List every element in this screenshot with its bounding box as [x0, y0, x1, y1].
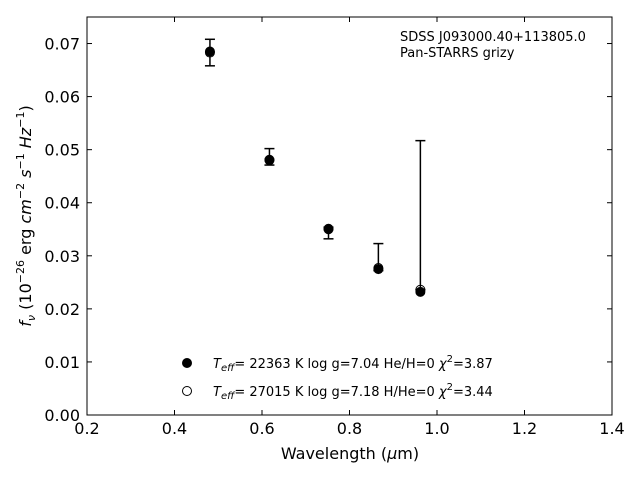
annotation-line-2: Pan-STARRS grizy	[400, 46, 515, 61]
legend-marker-open	[182, 386, 192, 396]
y-axis-label: fν (10−26 erg cm−2 s−1 Hz−1)	[14, 105, 38, 326]
legend-entry-1: Teff= 22363 K log g=7.04 He/H=0 χ2=3.87	[213, 354, 493, 374]
model-point-open	[264, 154, 275, 165]
y-tick-label: 0.03	[44, 247, 80, 266]
x-tick-label: 0.8	[337, 419, 362, 438]
x-tick-label: 1.0	[424, 419, 449, 438]
model-point-open	[323, 223, 334, 234]
y-tick-label: 0.00	[44, 406, 80, 425]
plot-area	[86, 16, 613, 416]
y-tick-label: 0.07	[44, 35, 80, 54]
y-tick-label: 0.05	[44, 141, 80, 160]
axis-ticks: 0.2 0.4 0.6 0.8 1.0 1.2 1.4 0.00 0.01 0.02 0.03 0.0…	[44, 17, 625, 438]
model-point-filled	[415, 286, 426, 297]
y-tick-label: 0.02	[44, 300, 80, 319]
x-tick-label: 0.2	[74, 419, 99, 438]
x-tick-label: 0.4	[162, 419, 187, 438]
model-point-open	[373, 263, 384, 274]
model-point-open	[204, 47, 215, 58]
legend-marker-filled	[182, 358, 192, 368]
x-tick-label: 1.2	[512, 419, 537, 438]
legend-entry-2: Teff= 27015 K log g=7.18 H/He=0 χ2=3.44	[213, 382, 493, 402]
x-axis-label: Wavelength (μm)	[281, 444, 419, 463]
chart-marks	[204, 38, 426, 297]
x-tick-label: 1.4	[599, 419, 624, 438]
y-tick-label: 0.01	[44, 353, 80, 372]
model-point-open	[415, 284, 426, 295]
annotation-line-1: SDSS J093000.40+113805.0	[400, 30, 586, 45]
x-tick-label: 0.6	[249, 419, 274, 438]
y-tick-label: 0.04	[44, 194, 80, 213]
y-tick-label: 0.06	[44, 88, 80, 107]
